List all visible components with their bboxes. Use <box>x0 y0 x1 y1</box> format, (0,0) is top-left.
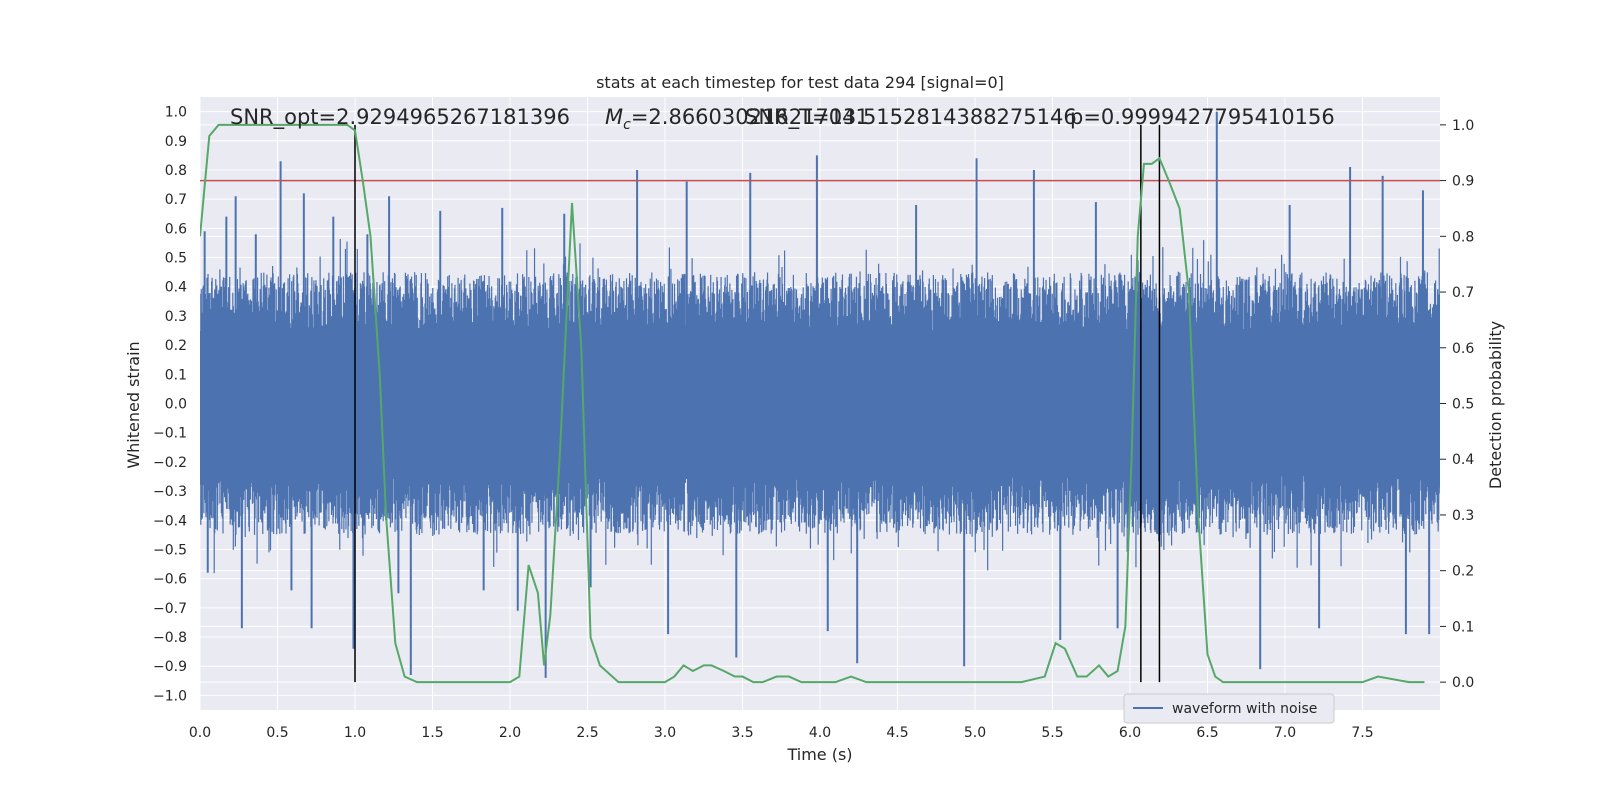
annotation-chirp-mass: Mc=2.866030216217041 <box>605 105 869 133</box>
y-tick-label: −0.4 <box>153 513 187 529</box>
x-tick-label: 0.0 <box>189 725 211 741</box>
legend-box <box>1123 693 1335 724</box>
annotation-p-value: p=0.9999427795410156 <box>1070 105 1335 129</box>
probability-series <box>200 123 1425 684</box>
x-tick-label: 3.0 <box>654 725 676 741</box>
y-tick-label: −0.1 <box>153 426 187 442</box>
y-tick-label: −0.3 <box>153 484 187 500</box>
annotation-mc-symbol: M <box>605 105 623 129</box>
vertical-markers <box>354 124 1161 683</box>
y-right-tick-label: 0.4 <box>1452 452 1474 468</box>
y-axis-right-ticks: 1.0 0.9 0.8 0.7 0.6 0.5 0.4 0.3 0.2 0.1 0.0 <box>1440 118 1474 691</box>
y-axis-right-label: Detection probability <box>1486 321 1505 489</box>
y-tick-label: 0.1 <box>165 367 187 383</box>
annotation-snr-t: SNR_T=13.5152814388275146 <box>745 105 1077 130</box>
y-tick-label: −0.2 <box>153 455 187 471</box>
x-tick-label: 4.0 <box>809 725 831 741</box>
y-axis-ticks: 1.0 0.9 0.8 0.7 0.6 0.5 0.4 0.3 0.2 0.1 0.0 −0.1 −0.… <box>153 105 187 705</box>
y-tick-label: −0.9 <box>153 659 187 675</box>
y-axis-label: Whitened strain <box>124 341 143 468</box>
y-tick-label: 0.6 <box>165 221 187 237</box>
y-tick-label: −0.8 <box>153 630 187 646</box>
annotation-mc-subscript: c <box>623 117 631 133</box>
x-tick-label: 5.0 <box>964 725 986 741</box>
y-tick-label: 0.5 <box>165 251 187 267</box>
y-tick-label: 0.2 <box>165 338 187 354</box>
x-tick-label: 2.5 <box>576 725 598 741</box>
x-tick-label: 1.0 <box>344 725 366 741</box>
legend-label: waveform with noise <box>1172 701 1317 717</box>
probability-line <box>200 123 1425 684</box>
y-tick-label: −0.5 <box>153 542 187 558</box>
x-tick-label: 6.0 <box>1119 725 1141 741</box>
x-tick-label: 3.5 <box>731 725 753 741</box>
y-tick-label: 1.0 <box>165 105 187 121</box>
x-axis-label: Time (s) <box>786 745 852 764</box>
y-tick-label: 0.7 <box>165 192 187 208</box>
y-tick-label: 0.0 <box>165 397 187 413</box>
y-tick-label: 0.9 <box>165 134 187 150</box>
y-right-tick-label: 0.2 <box>1452 564 1474 580</box>
y-tick-label: 0.3 <box>165 309 187 325</box>
y-right-tick-label: 0.6 <box>1452 341 1474 357</box>
y-right-tick-label: 0.8 <box>1452 229 1474 245</box>
y-right-tick-label: 0.9 <box>1452 174 1474 190</box>
y-right-tick-label: 0.5 <box>1452 397 1474 413</box>
y-right-tick-label: 0.7 <box>1452 285 1474 301</box>
x-tick-label: 7.5 <box>1351 725 1373 741</box>
annotation-snr-opt: SNR_opt=2.9294965267181396 <box>230 105 570 130</box>
y-right-tick-label: 0.3 <box>1452 508 1474 524</box>
x-tick-label: 7.0 <box>1274 725 1296 741</box>
x-tick-label: 2.0 <box>499 725 521 741</box>
y-tick-label: 0.4 <box>165 280 187 296</box>
legend: waveform with noise <box>1123 693 1335 724</box>
y-tick-label: −1.0 <box>153 688 187 704</box>
x-tick-label: 4.5 <box>886 725 908 741</box>
waveform-series <box>200 111 1440 678</box>
annotation-mc-value: =2.866030216217041 <box>631 105 869 129</box>
x-tick-label: 5.5 <box>1041 725 1063 741</box>
y-right-tick-label: 1.0 <box>1452 118 1474 134</box>
y-right-tick-label: 0.0 <box>1452 675 1474 691</box>
x-tick-label: 1.5 <box>421 725 443 741</box>
x-tick-label: 6.5 <box>1196 725 1218 741</box>
y-tick-label: 0.8 <box>165 163 187 179</box>
x-tick-label: 0.5 <box>266 725 288 741</box>
chart-title: stats at each timestep for test data 294… <box>596 73 1004 92</box>
y-tick-label: −0.6 <box>153 572 187 588</box>
x-axis-ticks: 0.0 0.5 1.0 1.5 2.0 2.5 3.0 3.5 4.0 4.5 5.0 5.5 6.0 6… <box>189 725 1374 741</box>
y-right-tick-label: 0.1 <box>1452 619 1474 635</box>
y-tick-label: −0.7 <box>153 601 187 617</box>
